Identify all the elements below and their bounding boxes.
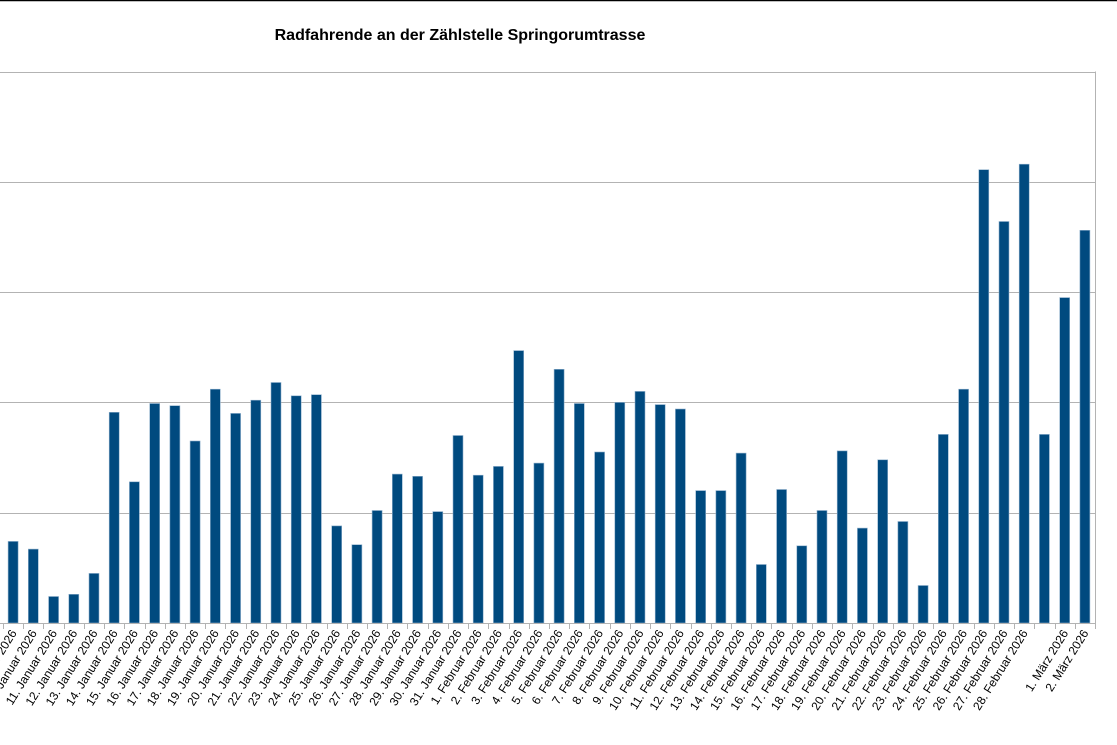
bar	[88, 573, 100, 624]
bar	[270, 382, 282, 624]
bar	[1059, 297, 1070, 624]
bar	[937, 434, 949, 624]
bar	[533, 462, 545, 624]
bar	[68, 593, 80, 624]
bar	[634, 391, 646, 624]
bar	[857, 527, 868, 624]
bar	[169, 405, 181, 624]
bar	[311, 394, 322, 624]
bar	[108, 411, 120, 624]
bar	[735, 452, 747, 624]
bar	[877, 459, 889, 624]
bar	[149, 403, 160, 624]
bar	[1039, 434, 1050, 624]
bar	[27, 548, 39, 624]
bar	[331, 525, 343, 624]
bar	[836, 450, 848, 624]
bar	[573, 403, 585, 624]
bar	[755, 564, 767, 624]
bar	[210, 388, 221, 624]
bar	[351, 544, 363, 624]
bar	[371, 510, 383, 624]
bar	[553, 368, 565, 624]
bar	[978, 169, 990, 624]
bar	[695, 490, 707, 624]
bar	[1018, 163, 1030, 624]
bar	[513, 350, 525, 624]
bar	[493, 466, 504, 624]
bar	[290, 395, 302, 624]
bar	[189, 440, 201, 624]
bar	[230, 413, 241, 624]
bar	[675, 408, 686, 624]
bar	[1079, 230, 1091, 624]
bar	[614, 402, 626, 624]
bar	[391, 473, 403, 624]
bar	[897, 521, 909, 624]
bar	[917, 585, 929, 624]
bar	[412, 475, 423, 624]
bar	[129, 481, 140, 624]
bar	[48, 596, 59, 624]
gridlines	[0, 71, 1096, 629]
bar	[796, 545, 808, 624]
bar	[998, 221, 1010, 624]
bar	[472, 474, 484, 624]
bar	[958, 388, 969, 624]
bar	[594, 451, 605, 624]
x-axis	[0, 623, 1096, 629]
bar	[250, 399, 262, 624]
bars	[7, 163, 1091, 624]
bar	[715, 490, 727, 624]
bar	[776, 489, 787, 624]
bar	[452, 435, 464, 624]
bar	[654, 404, 666, 624]
bar	[7, 541, 19, 624]
bar	[432, 511, 444, 624]
chart-title: Radfahrende an der Zählstelle Springorum…	[275, 27, 646, 44]
bar	[816, 510, 828, 624]
